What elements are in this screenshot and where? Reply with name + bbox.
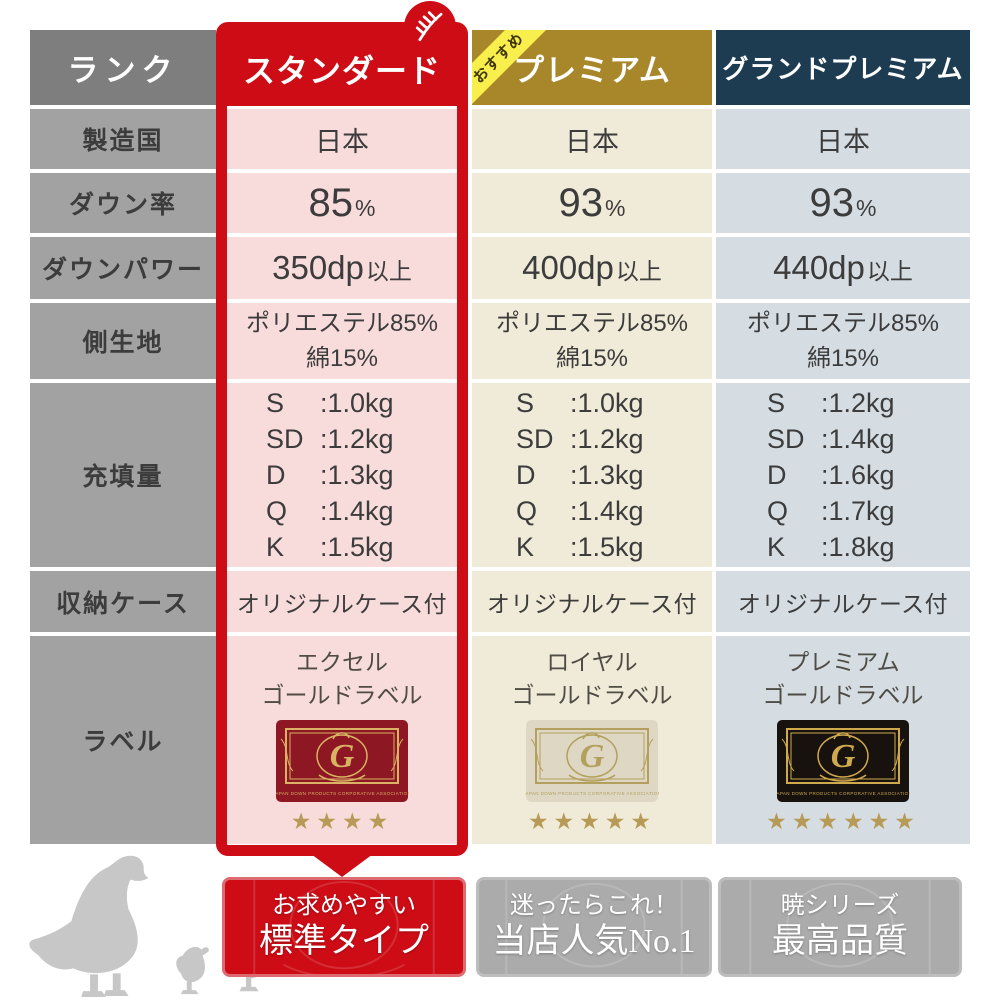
grand-down-rate-cell: 93 % <box>716 173 970 233</box>
down-arrow <box>311 854 373 877</box>
grand-fabric-cell: ポリエステル85% 綿15% <box>716 303 970 379</box>
premium-down-power-cell: 400dp 以上 <box>472 237 712 299</box>
row-label-down-power: ダウンパワー <box>30 237 216 299</box>
label-watermark <box>253 880 435 974</box>
fill-row: Q:1.4kg <box>266 496 394 526</box>
fill-row: K:1.5kg <box>516 532 644 562</box>
standard-down-rate-cell: 85 % <box>227 173 457 233</box>
row-label-column: ランク 製造国 ダウン率 ダウンパワー 側生地 充填量 収納ケース ラベル <box>30 30 216 844</box>
star-rating: ★★★★★ <box>527 807 657 834</box>
premium-label-cell: ロイヤル ゴールドラベル G JAPAN DOWN PRODUCTS CORPO… <box>472 636 712 844</box>
fill-row: D:1.3kg <box>266 460 394 490</box>
fill-row: Q:1.4kg <box>516 496 644 526</box>
standard-fill-cell: S:1.0kg SD:1.2kg D:1.3kg Q:1.4kg K:1.5kg <box>227 383 457 567</box>
fill-row: SD:1.2kg <box>266 424 394 454</box>
standard-fabric-cell: ポリエステル85% 綿15% <box>227 303 457 379</box>
grand-down-power-cell: 440dp 以上 <box>716 237 970 299</box>
premium-gold-label-emblem: G JAPAN DOWN PRODUCTS CORPORATIVE ASSOCI… <box>776 719 910 802</box>
grand-label-cell: プレミアム ゴールドラベル G JAPAN DOWN PRODUCTS CORP… <box>716 636 970 844</box>
svg-text:JAPAN DOWN PRODUCTS CORPORATIV: JAPAN DOWN PRODUCTS CORPORATIVE ASSOCIAT… <box>525 791 659 796</box>
fill-row: S:1.0kg <box>516 388 644 418</box>
excel-gold-label-emblem: G JAPAN DOWN PRODUCTS CORPORATIVE ASSOCI… <box>275 719 409 802</box>
star-rating: ★★★★ <box>290 807 394 834</box>
row-label-down-rate: ダウン率 <box>30 173 216 233</box>
column-standard: スタンダード 日本 85 % 350dp 以上 ポリエステル85% 綿15% S… <box>216 22 468 856</box>
row-label-fill-amount: 充填量 <box>30 383 216 567</box>
fill-row: D:1.6kg <box>767 460 895 490</box>
star-rating: ★★★★★★ <box>766 807 920 834</box>
row-label-country: 製造国 <box>30 109 216 169</box>
corner-header-rank: ランク <box>30 30 216 105</box>
g-monogram: G <box>330 738 355 775</box>
column-title-grand-premium: グランドプレミアム <box>722 55 964 84</box>
fill-row: D:1.3kg <box>516 460 644 490</box>
feather-icon <box>415 11 443 42</box>
royal-gold-label-emblem: G JAPAN DOWN PRODUCTS CORPORATIVE ASSOCI… <box>525 719 659 802</box>
row-label-fabric: 側生地 <box>30 303 216 379</box>
premium-country-cell: 日本 <box>472 109 712 169</box>
fill-row: S:1.2kg <box>767 388 895 418</box>
column-title-standard: スタンダード <box>242 53 441 89</box>
standard-label-cell: エクセル ゴールドラベル G JAPAN DOWN PRODUCTS CORPO… <box>227 636 457 844</box>
column-premium: おすすめ プレミアム 日本 93 % 400dp 以上 ポリエステル85% 綿1… <box>472 30 712 844</box>
row-label-storage-case: 収納ケース <box>30 571 216 632</box>
column-header-grand-premium: グランドプレミアム <box>716 30 970 105</box>
premium-down-rate-cell: 93 % <box>472 173 712 233</box>
premium-fabric-cell: ポリエステル85% 綿15% <box>472 303 712 379</box>
svg-text:JAPAN DOWN PRODUCTS CORPORATIV: JAPAN DOWN PRODUCTS CORPORATIVE ASSOCIAT… <box>275 791 409 796</box>
feather-badge <box>404 1 456 53</box>
column-grand-premium: グランドプレミアム 日本 93 % 440dp 以上 ポリエステル85% 綿15… <box>716 30 970 844</box>
column-title-premium: プレミアム <box>513 53 671 88</box>
standard-down-power-cell: 350dp 以上 <box>227 237 457 299</box>
label-watermark <box>505 880 683 974</box>
fill-row: Q:1.7kg <box>767 496 895 526</box>
fill-row: SD:1.4kg <box>767 424 895 454</box>
premium-case-cell: オリジナルケース付 <box>472 571 712 632</box>
fill-row: K:1.8kg <box>767 532 895 562</box>
standard-tagline-box: お求めやすい 標準タイプ <box>222 877 466 977</box>
g-monogram: G <box>580 738 605 775</box>
standard-country-cell: 日本 <box>227 109 457 169</box>
premium-fill-cell: S:1.0kg SD:1.2kg D:1.3kg Q:1.4kg K:1.5kg <box>472 383 712 567</box>
grand-country-cell: 日本 <box>716 109 970 169</box>
grand-premium-tagline-box: 暁シリーズ 最高品質 <box>718 877 962 977</box>
grand-case-cell: オリジナルケース付 <box>716 571 970 632</box>
fill-row: SD:1.2kg <box>516 424 644 454</box>
column-header-premium: おすすめ プレミアム <box>472 30 712 105</box>
label-watermark <box>749 880 931 974</box>
fill-row: K:1.5kg <box>266 532 394 562</box>
grand-fill-cell: S:1.2kg SD:1.4kg D:1.6kg Q:1.7kg K:1.8kg <box>716 383 970 567</box>
g-monogram: G <box>831 738 856 775</box>
fill-row: S:1.0kg <box>266 388 394 418</box>
premium-tagline-box: 迷ったらこれ！ 当店人気No.1 <box>476 877 712 977</box>
row-label-label: ラベル <box>30 636 216 844</box>
svg-text:JAPAN DOWN PRODUCTS CORPORATIV: JAPAN DOWN PRODUCTS CORPORATIVE ASSOCIAT… <box>776 791 910 796</box>
standard-case-cell: オリジナルケース付 <box>227 571 457 632</box>
